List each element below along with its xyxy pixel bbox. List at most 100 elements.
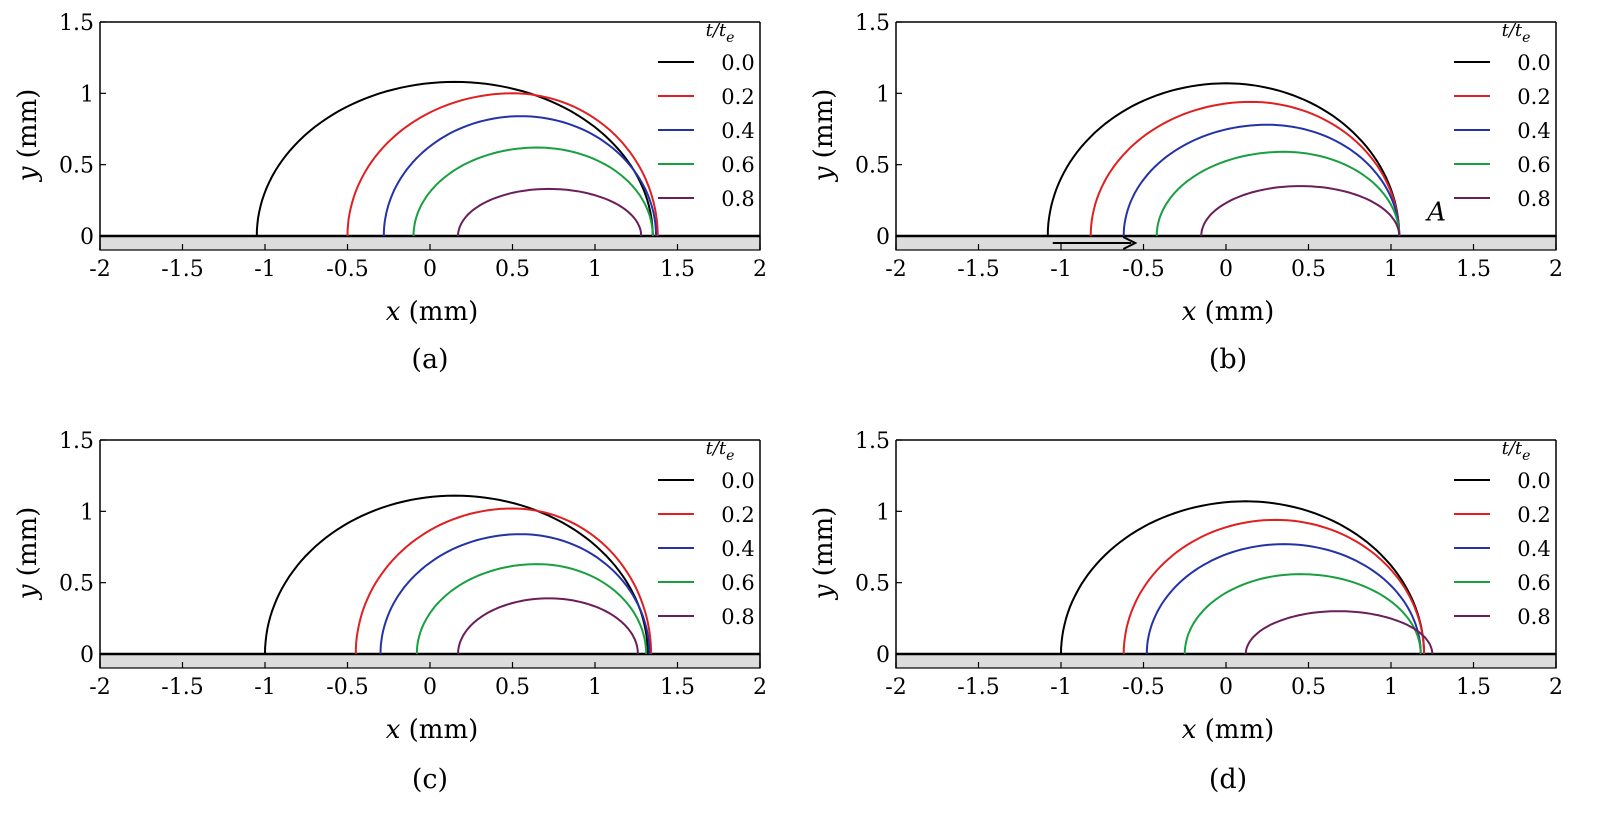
profile-curve-t-02 [1089, 100, 1401, 237]
y-tick-label: 0 [80, 643, 94, 668]
legend-label: 0.6 [721, 153, 754, 177]
x-axis-space [1196, 297, 1204, 327]
legend-label: 0.2 [721, 85, 754, 109]
y-axis-space [809, 576, 839, 584]
x-axis-label: x (mm) [1182, 715, 1275, 745]
x-tick-label: 0.5 [1291, 257, 1326, 282]
y-tick-label: 1.5 [59, 11, 94, 36]
x-tick-label: -2 [885, 257, 906, 282]
y-tick-label: 1 [876, 500, 890, 525]
legend-label: 0.0 [1517, 51, 1550, 75]
x-axis-unit: (mm) [1205, 715, 1275, 745]
x-tick-label: -1.5 [957, 257, 999, 282]
legend-title-numerator: t [1502, 20, 1510, 41]
x-tick-label: 0.5 [495, 675, 530, 700]
legend-label: 0.8 [1517, 605, 1550, 629]
legend-label: 0.2 [1517, 85, 1550, 109]
x-axis-variable: x [1182, 297, 1197, 327]
legend-title-denominator: t [719, 438, 727, 459]
y-tick-label: 0 [80, 225, 94, 250]
y-axis-label: y (mm) [13, 89, 43, 183]
profile-curve-t-00 [1060, 500, 1425, 655]
x-tick-label: -1 [1050, 257, 1071, 282]
x-tick-label: -1 [254, 675, 275, 700]
y-axis-variable: y [809, 584, 839, 600]
legend-label: 0.4 [1517, 119, 1550, 143]
x-tick-label: 2 [753, 675, 767, 700]
x-tick-label: 1 [1384, 675, 1398, 700]
profile-curve-t-04 [382, 115, 658, 237]
y-axis-label: y (mm) [13, 507, 43, 601]
x-tick-label: 0.5 [495, 257, 530, 282]
y-tick-label: 0.5 [855, 572, 890, 597]
x-tick-label: 2 [1549, 257, 1563, 282]
legend-label: 0.4 [1517, 537, 1550, 561]
x-axis-unit: (mm) [1205, 297, 1275, 327]
chart-panel-b: -2 -1.5 -1 -0.5 0 0.5 1 1.5 200.511.5x (mm)y (mm… [809, 11, 1563, 375]
profile-curve-t-06 [1155, 150, 1401, 237]
x-tick-label: -2 [89, 257, 110, 282]
legend-label: 0.0 [721, 469, 754, 493]
y-axis-variable: y [809, 166, 839, 182]
x-tick-label: -0.5 [326, 257, 368, 282]
legend-title-slash: / [1507, 438, 1517, 459]
profile-curve-t-00 [255, 80, 654, 237]
y-tick-label: 0 [876, 643, 890, 668]
x-tick-label: 0 [423, 675, 437, 700]
panel-caption: (b) [1209, 344, 1247, 375]
x-tick-label: 1.5 [1456, 675, 1491, 700]
x-tick-label: 0.5 [1291, 675, 1326, 700]
y-axis-unit: (mm) [809, 89, 839, 159]
x-axis-space [400, 297, 408, 327]
legend-title-numerator: t [706, 20, 714, 41]
legend-title-slash: / [711, 438, 721, 459]
profile-curve-t-06 [412, 146, 654, 237]
y-tick-label: 0.5 [59, 154, 94, 179]
profile-curve-t-08 [1244, 610, 1434, 655]
profile-curve-t-02 [346, 92, 659, 237]
x-tick-label: -1.5 [161, 675, 203, 700]
legend-title-slash: / [1507, 20, 1517, 41]
legend-title: t/te [706, 20, 735, 46]
legend-label: 0.8 [1517, 187, 1550, 211]
chart-panel-c: -2 -1.5 -1 -0.5 0 0.5 1 1.5 200.511.5x (mm)y (mm… [13, 429, 767, 795]
y-tick-label: 1.5 [59, 429, 94, 454]
y-tick-label: 1 [80, 82, 94, 107]
profile-curve-t-08 [457, 597, 639, 655]
x-tick-label: 2 [1549, 675, 1563, 700]
y-tick-label: 0.5 [59, 572, 94, 597]
profile-curve-t-00 [1046, 82, 1401, 237]
y-tick-label: 0 [876, 225, 890, 250]
profile-curve-t-06 [1183, 573, 1422, 655]
y-tick-label: 1 [876, 82, 890, 107]
y-axis-unit: (mm) [13, 507, 43, 577]
x-tick-label: 2 [753, 257, 767, 282]
legend-title: t/te [706, 438, 735, 464]
y-axis-unit: (mm) [13, 89, 43, 159]
legend-title: t/te [1502, 438, 1531, 464]
x-axis-variable: x [1182, 715, 1197, 745]
panel-caption: (d) [1209, 764, 1247, 795]
legend-label: 0.8 [721, 605, 754, 629]
legend-title-denominator: t [1515, 438, 1523, 459]
arrow-head [1122, 236, 1138, 250]
x-axis-label: x (mm) [386, 715, 479, 745]
x-tick-label: 0 [1219, 675, 1233, 700]
legend-label: 0.6 [1517, 153, 1550, 177]
legend-title-subscript: e [1522, 30, 1530, 46]
profile-curve-t-08 [1200, 185, 1401, 237]
profile-curve-t-02 [1122, 518, 1425, 655]
x-tick-label: 1.5 [660, 675, 695, 700]
legend-title-denominator: t [719, 20, 727, 41]
x-tick-label: -1.5 [957, 675, 999, 700]
profile-curve-t-04 [1145, 543, 1422, 655]
x-tick-label: -2 [89, 675, 110, 700]
x-tick-label: -2 [885, 675, 906, 700]
y-tick-label: 0.5 [855, 154, 890, 179]
profile-curve-t-04 [1122, 123, 1401, 237]
y-tick-label: 1.5 [855, 429, 890, 454]
x-tick-label: 1.5 [1456, 257, 1491, 282]
legend-label: 0.2 [721, 503, 754, 527]
panel-caption: (c) [412, 764, 448, 795]
profile-curve-t-02 [354, 507, 653, 655]
